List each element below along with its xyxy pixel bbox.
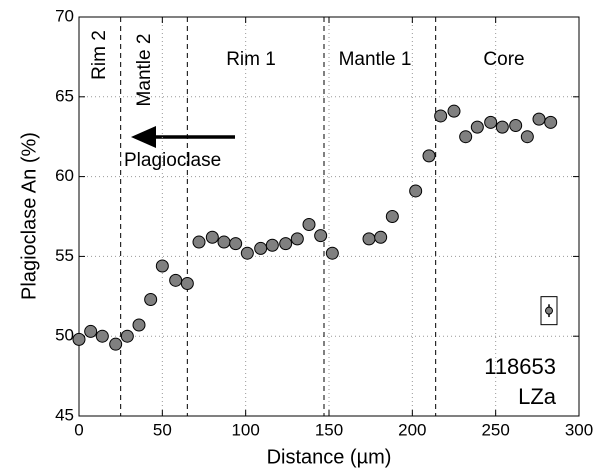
- x-tick-label: 50: [153, 420, 172, 439]
- data-point: [470, 120, 484, 134]
- arrow-head: [131, 126, 156, 148]
- region-label: Core: [483, 49, 524, 70]
- x-axis-label: Distance (µm): [267, 446, 392, 468]
- data-point: [385, 210, 399, 223]
- data-point: [279, 237, 293, 251]
- data-point: [520, 130, 534, 144]
- error-point: [545, 306, 553, 315]
- region-label: Mantle 2: [134, 34, 155, 107]
- data-point: [495, 120, 509, 134]
- data-point: [169, 273, 183, 287]
- data-point: [374, 230, 388, 244]
- y-tick-label: 65: [55, 86, 74, 105]
- data-point: [254, 241, 268, 255]
- data-point: [72, 332, 86, 346]
- data-point: [265, 238, 279, 252]
- y-axis-label: Plagioclase An (%): [18, 132, 40, 300]
- x-tick-label: 300: [565, 420, 593, 439]
- y-tick-label: 45: [55, 405, 74, 424]
- region-label: Rim 1: [226, 49, 276, 70]
- data-point: [217, 235, 231, 249]
- data-point: [192, 235, 206, 249]
- data-point: [325, 246, 339, 260]
- y-tick-label: 70: [55, 6, 74, 25]
- x-tick-label: 250: [481, 420, 509, 439]
- data-point: [155, 259, 169, 273]
- unit-label: LZa: [518, 384, 557, 409]
- region-label: Mantle 1: [339, 49, 412, 70]
- data-point: [459, 130, 473, 144]
- data-point: [205, 230, 219, 244]
- data-point: [509, 119, 523, 133]
- data-point: [302, 217, 316, 231]
- sample-label: 118653: [484, 354, 556, 379]
- y-tick-label: 55: [55, 246, 74, 265]
- data-point: [109, 337, 123, 351]
- data-point: [120, 329, 134, 343]
- data-point: [362, 232, 376, 246]
- data-point: [422, 149, 436, 163]
- x-tick-label: 0: [74, 420, 83, 439]
- arrow-label: Plagioclase: [124, 150, 221, 171]
- plot-frame: [78, 16, 580, 417]
- data-point: [84, 324, 98, 338]
- data-point: [95, 329, 109, 343]
- x-tick-label: 150: [315, 420, 343, 439]
- y-tick-label: 50: [55, 326, 74, 345]
- data-point: [544, 115, 558, 129]
- x-tick-label: 200: [398, 420, 426, 439]
- data-point: [447, 104, 461, 118]
- data-point: [132, 318, 146, 332]
- data-point: [180, 277, 194, 291]
- data-point: [532, 112, 546, 126]
- region-label: Rim 2: [89, 30, 110, 80]
- data-point: [229, 237, 243, 251]
- y-tick-label: 60: [55, 166, 74, 185]
- data-point: [484, 115, 498, 129]
- data-point: [314, 229, 328, 243]
- x-tick-label: 100: [231, 420, 259, 439]
- data-point: [290, 232, 304, 246]
- data-point: [434, 109, 448, 123]
- data-point: [144, 292, 158, 306]
- data-point: [409, 184, 423, 198]
- error-box: [540, 296, 558, 326]
- data-point: [240, 246, 254, 260]
